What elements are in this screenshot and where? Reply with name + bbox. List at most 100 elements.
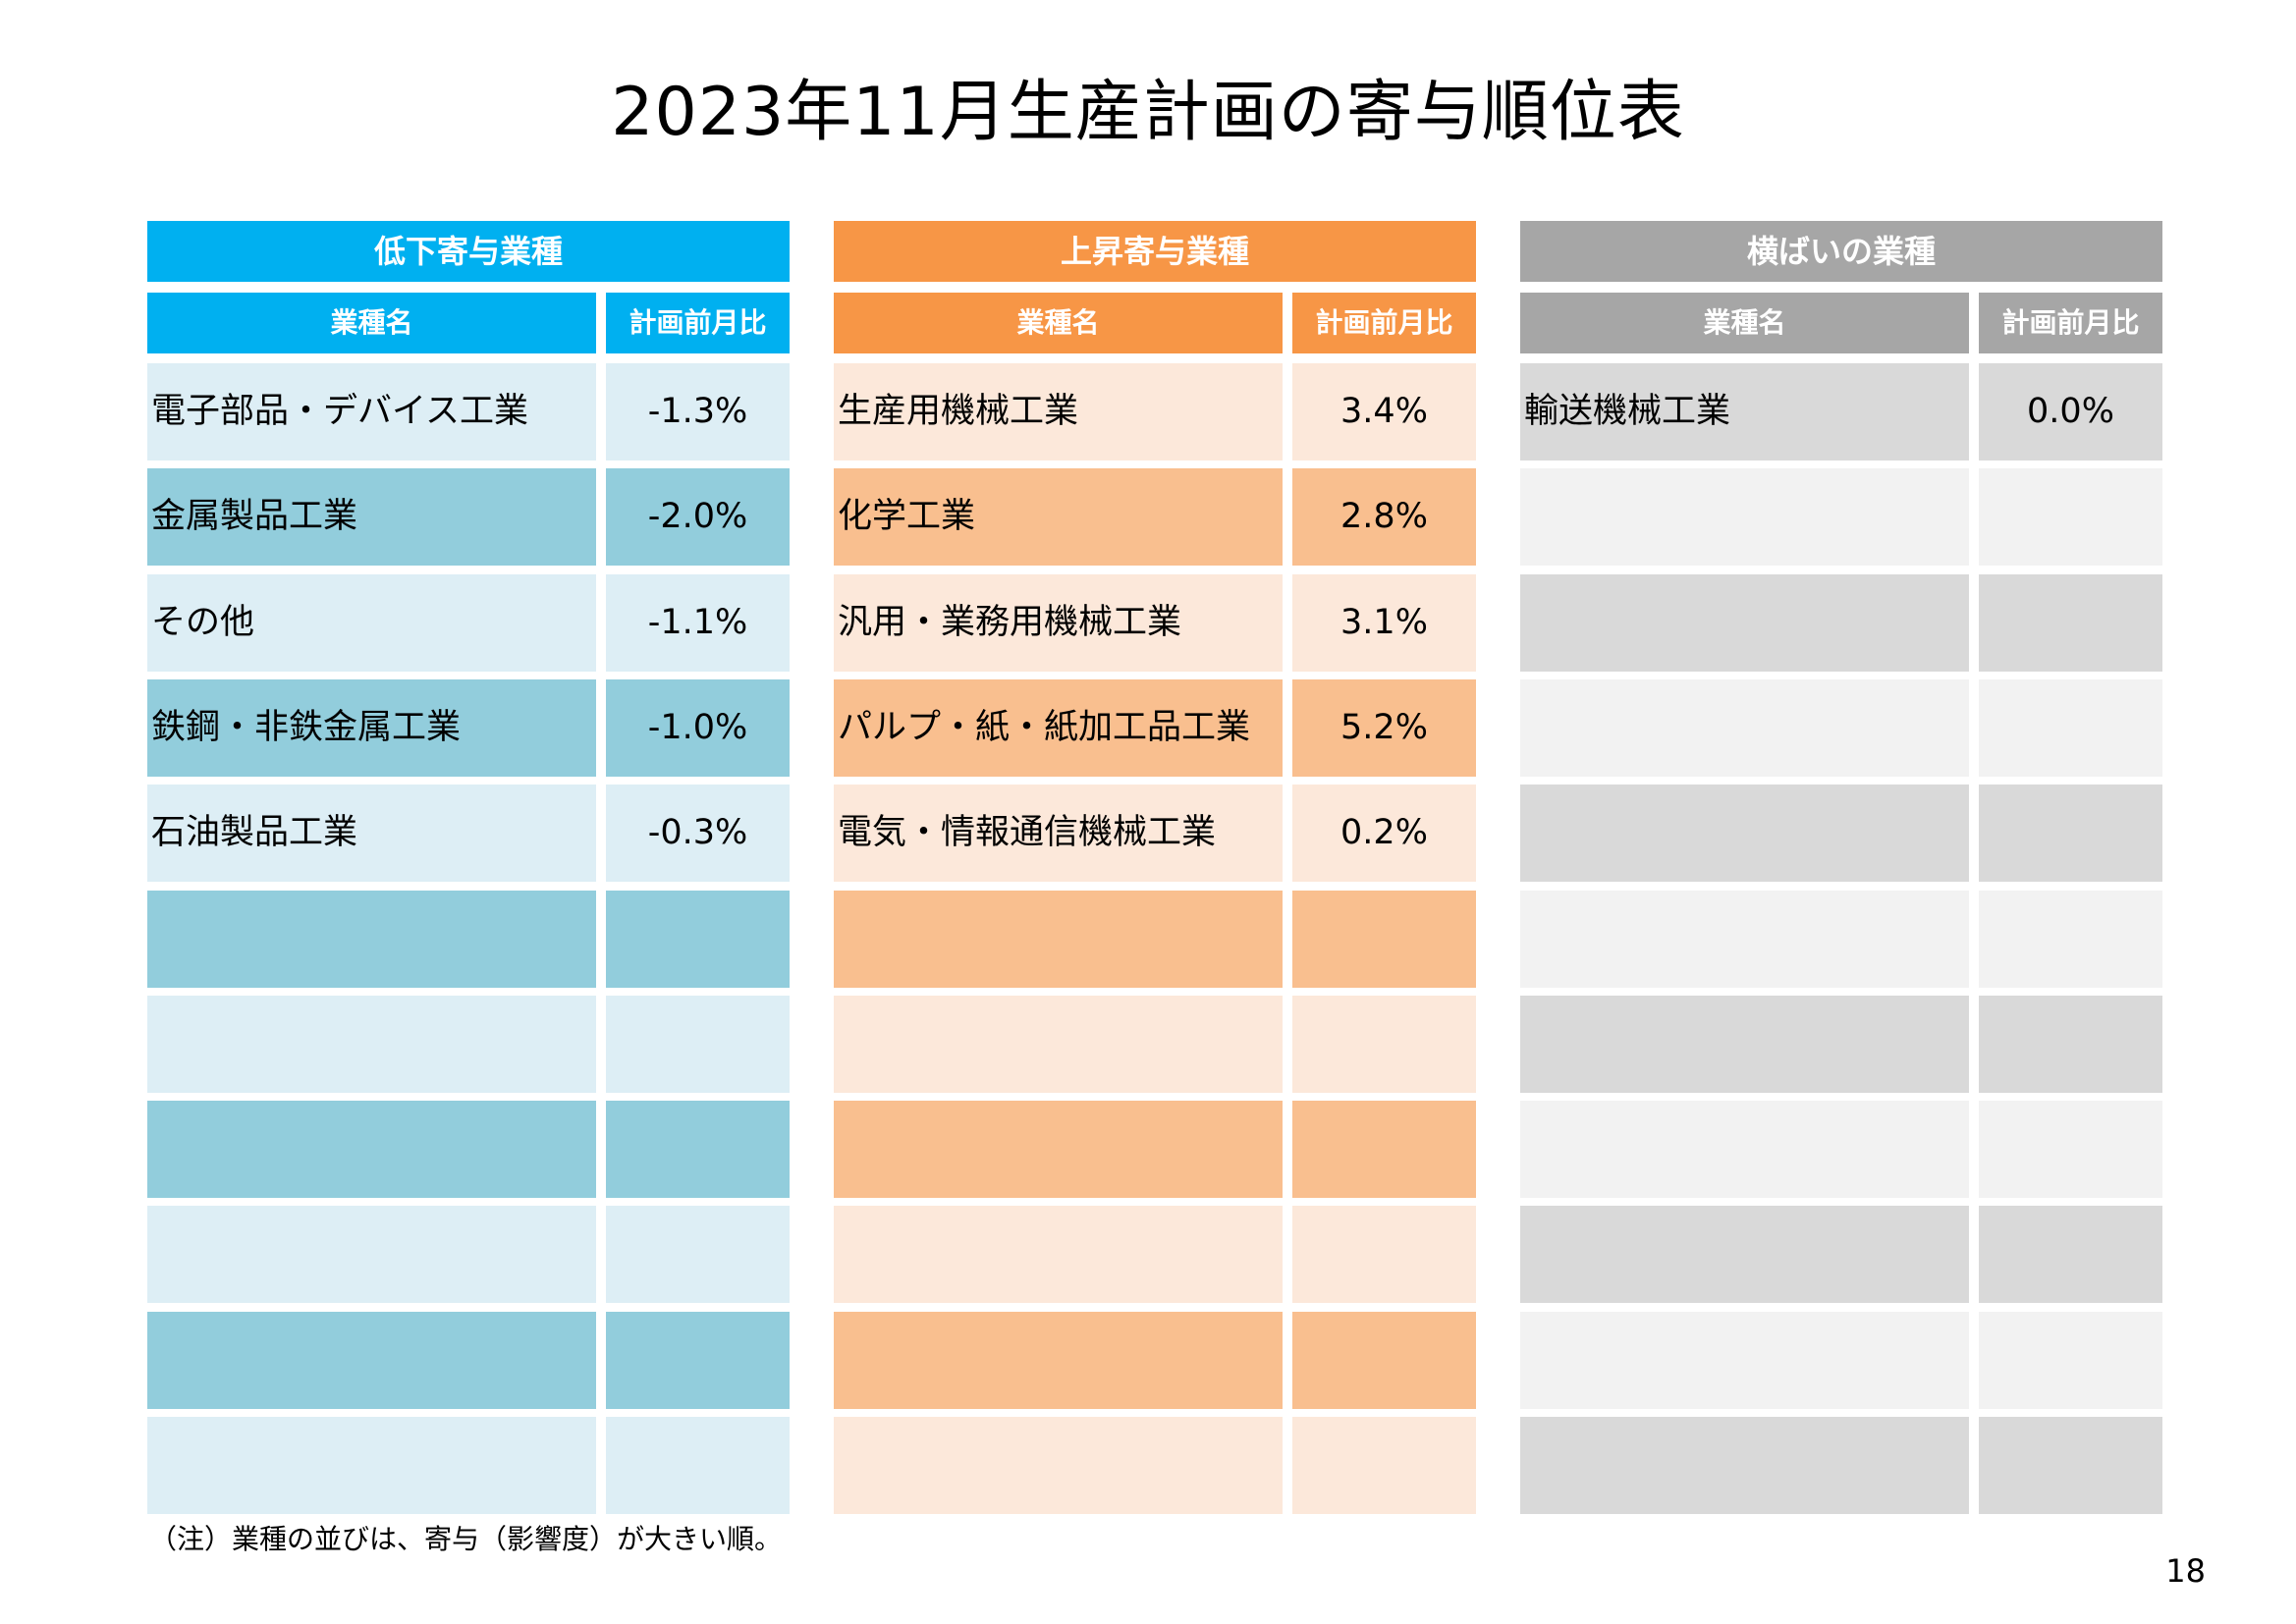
industry-name-cell: 化学工業: [834, 468, 1283, 566]
mom-change-cell: 3.4%: [1292, 363, 1476, 460]
page-number: 18: [2165, 1552, 2206, 1590]
industry-name-cell: [1520, 679, 1969, 777]
mom-change-cell: -1.3%: [606, 363, 790, 460]
industry-name-cell: 電子部品・デバイス工業: [147, 363, 596, 460]
industry-name-cell: [147, 1312, 596, 1409]
mom-change-cell: [1979, 1206, 2162, 1303]
table-row: [1520, 1206, 2162, 1303]
industry-name-cell: [147, 891, 596, 988]
table-row: [834, 1101, 1476, 1198]
mom-change-cell: [1292, 891, 1476, 988]
industry-name-cell: [834, 1206, 1283, 1303]
panel-header: 低下寄与業種: [147, 221, 790, 282]
column-header-value: 計画前月比: [606, 293, 790, 353]
table-row: [1520, 1101, 2162, 1198]
table-row: 電子部品・デバイス工業 -1.3%: [147, 363, 790, 460]
mom-change-cell: [1979, 785, 2162, 882]
table-row: パルプ・紙・紙加工品工業 5.2%: [834, 679, 1476, 777]
mom-change-cell: 0.2%: [1292, 785, 1476, 882]
mom-change-cell: [1979, 1312, 2162, 1409]
table-row: 電気・情報通信機械工業 0.2%: [834, 785, 1476, 882]
table-row: その他 -1.1%: [147, 574, 790, 672]
table-row: [1520, 679, 2162, 777]
mom-change-cell: 3.1%: [1292, 574, 1476, 672]
mom-change-cell: [1292, 1417, 1476, 1514]
table-row: 汎用・業務用機械工業 3.1%: [834, 574, 1476, 672]
mom-change-cell: [606, 996, 790, 1093]
table-row: [147, 891, 790, 988]
industry-name-cell: [1520, 1206, 1969, 1303]
mom-change-cell: [606, 1417, 790, 1514]
industry-name-cell: [147, 1101, 596, 1198]
table-row: [834, 891, 1476, 988]
industry-name-cell: [834, 1312, 1283, 1409]
table-row: [1520, 785, 2162, 882]
column-header-name: 業種名: [147, 293, 596, 353]
industry-name-cell: 汎用・業務用機械工業: [834, 574, 1283, 672]
mom-change-cell: [606, 891, 790, 988]
industry-name-cell: [1520, 1312, 1969, 1409]
table-row: [834, 1312, 1476, 1409]
mom-change-cell: [1292, 1101, 1476, 1198]
panel-header: 横ばいの業種: [1520, 221, 2162, 282]
industry-name-cell: 輸送機械工業: [1520, 363, 1969, 460]
panel-header: 上昇寄与業種: [834, 221, 1476, 282]
mom-change-cell: [1979, 1101, 2162, 1198]
mom-change-cell: [606, 1312, 790, 1409]
table-row: [1520, 996, 2162, 1093]
mom-change-cell: [1292, 1312, 1476, 1409]
industry-name-cell: [147, 1417, 596, 1514]
table-row: 輸送機械工業 0.0%: [1520, 363, 2162, 460]
industry-name-cell: [834, 891, 1283, 988]
table-row: [834, 1417, 1476, 1514]
column-header-name: 業種名: [1520, 293, 1969, 353]
table-row: [147, 1206, 790, 1303]
industry-name-cell: 鉄鋼・非鉄金属工業: [147, 679, 596, 777]
column-header-value: 計画前月比: [1292, 293, 1476, 353]
table-row: [147, 1101, 790, 1198]
industry-name-cell: 石油製品工業: [147, 785, 596, 882]
industry-name-cell: [834, 996, 1283, 1093]
mom-change-cell: [1292, 996, 1476, 1093]
mom-change-cell: -2.0%: [606, 468, 790, 566]
mom-change-cell: -1.0%: [606, 679, 790, 777]
table-row: 鉄鋼・非鉄金属工業 -1.0%: [147, 679, 790, 777]
industry-name-cell: [834, 1417, 1283, 1514]
table-row: [147, 1417, 790, 1514]
mom-change-cell: 0.0%: [1979, 363, 2162, 460]
mom-change-cell: [606, 1101, 790, 1198]
page-title: 2023年11月生産計画の寄与順位表: [611, 74, 1685, 151]
table-row: [834, 996, 1476, 1093]
industry-name-cell: [1520, 891, 1969, 988]
industry-name-cell: [147, 996, 596, 1093]
industry-name-cell: [834, 1101, 1283, 1198]
column-header-value: 計画前月比: [1979, 293, 2162, 353]
industry-name-cell: 電気・情報通信機械工業: [834, 785, 1283, 882]
industry-name-cell: [1520, 468, 1969, 566]
mom-change-cell: [1979, 1417, 2162, 1514]
industry-name-cell: [1520, 574, 1969, 672]
industry-name-cell: [147, 1206, 596, 1303]
mom-change-cell: [1979, 891, 2162, 988]
industry-name-cell: [1520, 996, 1969, 1093]
table-row: [1520, 574, 2162, 672]
industry-name-cell: その他: [147, 574, 596, 672]
industry-name-cell: 金属製品工業: [147, 468, 596, 566]
mom-change-cell: -0.3%: [606, 785, 790, 882]
mom-change-cell: [1979, 679, 2162, 777]
industry-name-cell: 生産用機械工業: [834, 363, 1283, 460]
industry-name-cell: [1520, 1101, 1969, 1198]
table-row: 石油製品工業 -0.3%: [147, 785, 790, 882]
table-row: 金属製品工業 -2.0%: [147, 468, 790, 566]
mom-change-cell: [1292, 1206, 1476, 1303]
mom-change-cell: -1.1%: [606, 574, 790, 672]
footnote: （注）業種の並びは、寄与（影響度）が大きい順。: [149, 1523, 783, 1555]
table-row: 生産用機械工業 3.4%: [834, 363, 1476, 460]
table-row: [1520, 1417, 2162, 1514]
industry-name-cell: [1520, 785, 1969, 882]
mom-change-cell: [606, 1206, 790, 1303]
mom-change-cell: [1979, 996, 2162, 1093]
table-row: 化学工業 2.8%: [834, 468, 1476, 566]
table-row: [147, 996, 790, 1093]
table-row: [147, 1312, 790, 1409]
